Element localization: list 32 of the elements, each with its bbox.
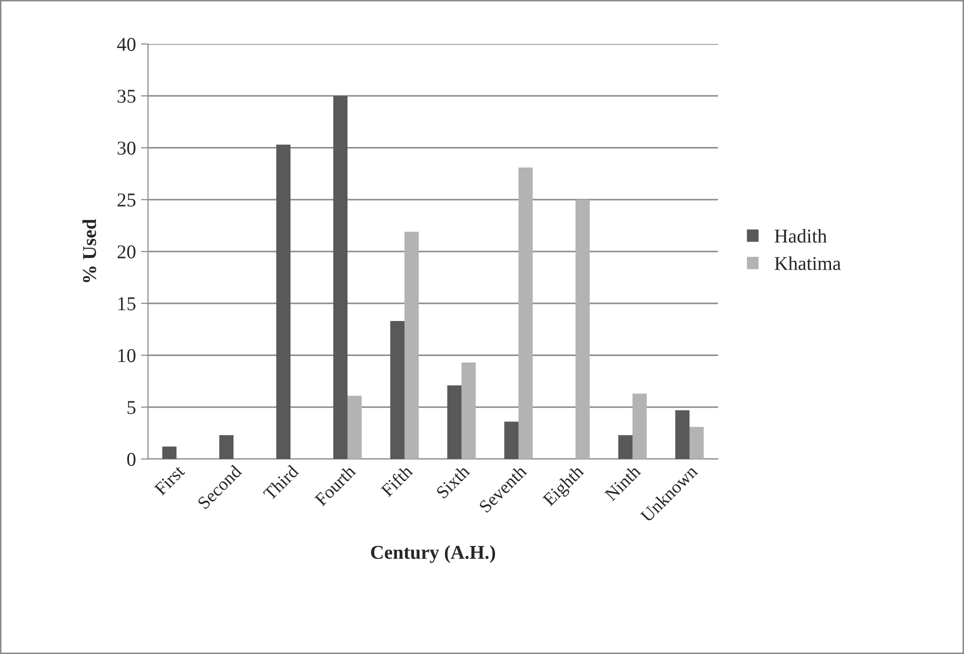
y-tick-label: 0 [127, 452, 136, 466]
bar [690, 426, 704, 459]
bar [632, 394, 647, 459]
bar [276, 144, 290, 459]
y-axis-title: % Used [82, 219, 96, 282]
y-tick-label: 25 [118, 193, 136, 207]
bar [462, 362, 476, 459]
bar [348, 396, 362, 459]
bar [162, 446, 176, 459]
x-tick-label: First [154, 464, 186, 496]
bar [618, 435, 632, 459]
bar [447, 385, 462, 459]
bar [333, 96, 348, 459]
bar [504, 422, 518, 459]
bar [518, 167, 533, 459]
bar [219, 435, 234, 459]
x-axis-title: Century (A.H.) [371, 545, 496, 563]
y-tick-label: 15 [118, 297, 136, 310]
legend-label: Khatima [774, 256, 841, 270]
y-tick-label: 10 [118, 349, 136, 362]
bar [390, 321, 404, 459]
bar [576, 200, 590, 459]
y-tick-label: 40 [117, 38, 136, 51]
y-tick-label: 5 [128, 401, 136, 414]
bar [675, 410, 690, 459]
y-tick-label: 20 [118, 245, 136, 258]
x-tick-label: Fifth [380, 464, 414, 498]
y-tick-label: 30 [118, 142, 136, 155]
bar [404, 232, 419, 459]
legend-label: Hadith [774, 229, 827, 243]
y-tick-label: 35 [118, 90, 136, 103]
x-tick-label: Sixth [435, 464, 470, 499]
